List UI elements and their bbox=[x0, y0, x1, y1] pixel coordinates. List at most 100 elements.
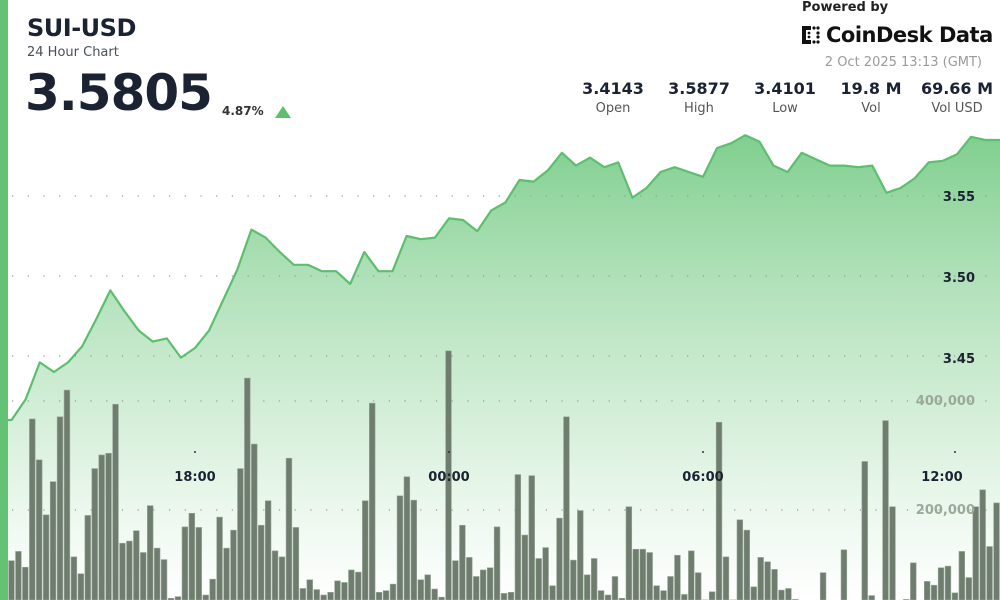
volume-bar bbox=[979, 489, 986, 600]
volume-bar bbox=[473, 576, 480, 600]
coindesk-logo-icon bbox=[802, 26, 820, 44]
volume-bar bbox=[695, 572, 702, 600]
volume-bar bbox=[403, 476, 411, 600]
volume-bar bbox=[417, 579, 424, 600]
time-tick-mark bbox=[448, 451, 450, 453]
current-price: 3.5805 bbox=[25, 64, 213, 122]
volume-bar bbox=[42, 514, 50, 600]
stat-label: High bbox=[684, 101, 714, 116]
price-tick-label: 3.50 bbox=[943, 271, 975, 286]
volume-bar bbox=[611, 576, 619, 600]
pair-title: SUI-USD bbox=[27, 14, 136, 42]
volume-bar bbox=[549, 585, 556, 600]
volume-bar bbox=[556, 517, 563, 600]
volume-bar bbox=[278, 556, 286, 600]
volume-bar bbox=[216, 516, 223, 600]
volume-bar bbox=[202, 594, 209, 600]
coindesk-data-logo: CoinDesk Data bbox=[800, 23, 993, 47]
stat-low: 3.4101 Low bbox=[742, 79, 828, 116]
volume-bar bbox=[313, 589, 320, 600]
volume-bar bbox=[320, 594, 327, 600]
volume-bar bbox=[577, 510, 584, 600]
volume-bar bbox=[757, 557, 764, 600]
volume-bar bbox=[22, 566, 29, 600]
stat-open: 3.4143 Open bbox=[570, 79, 656, 116]
volume-bar bbox=[195, 527, 202, 600]
volume-bar bbox=[348, 569, 355, 600]
volume-bar bbox=[743, 529, 750, 600]
volume-bar bbox=[653, 585, 660, 600]
volume-bar bbox=[153, 547, 161, 600]
stat-value: 19.8 M bbox=[840, 79, 902, 98]
volume-bar bbox=[299, 588, 306, 600]
volume-bar bbox=[923, 581, 931, 600]
volume-bar bbox=[431, 588, 438, 600]
volume-bar bbox=[36, 459, 43, 600]
stats-row: 3.4143 Open 3.5877 High 3.4101 Low 19.8 M Vo… bbox=[570, 79, 1000, 116]
volume-bar bbox=[389, 583, 397, 600]
volume-bar bbox=[528, 475, 535, 600]
volume-bar bbox=[910, 562, 917, 600]
volume-bar bbox=[160, 559, 168, 600]
volume-bar bbox=[223, 547, 230, 600]
volume-bar bbox=[334, 580, 341, 600]
volume-bar bbox=[861, 461, 868, 600]
time-tick-label: 12:00 bbox=[921, 470, 962, 485]
volume-bar bbox=[674, 554, 681, 600]
volume-bar bbox=[105, 453, 112, 600]
price-tick-label: 3.45 bbox=[943, 352, 975, 367]
volume-bar bbox=[965, 577, 972, 600]
stat-label: Open bbox=[595, 101, 631, 116]
stat-value: 3.4143 bbox=[582, 79, 644, 98]
stat-label: Vol bbox=[861, 101, 881, 116]
volume-tick-label: 400,000 bbox=[916, 394, 975, 409]
time-tick-label: 06:00 bbox=[682, 470, 723, 485]
volume-bar bbox=[840, 549, 848, 600]
powered-by-label: Powered by bbox=[802, 0, 889, 15]
volume-bar bbox=[424, 574, 431, 600]
volume-bar bbox=[715, 421, 723, 600]
volume-bar bbox=[764, 561, 771, 600]
volume-bar bbox=[688, 550, 695, 600]
volume-bar bbox=[459, 524, 466, 600]
time-tick-label: 18:00 bbox=[174, 470, 215, 485]
volume-bar bbox=[244, 377, 251, 600]
volume-bar bbox=[625, 506, 633, 600]
volume-bar bbox=[639, 548, 646, 600]
time-tick-mark bbox=[194, 451, 196, 453]
volume-bar bbox=[49, 481, 57, 600]
volume-bar bbox=[84, 515, 91, 600]
stat-label: Low bbox=[772, 101, 798, 116]
price-area-fill bbox=[8, 135, 1000, 600]
stat-value: 3.4101 bbox=[754, 79, 816, 98]
volume-bar bbox=[507, 591, 515, 600]
volume-bar bbox=[396, 495, 404, 600]
stat-value: 3.5877 bbox=[668, 79, 730, 98]
volume-bar bbox=[736, 519, 744, 600]
volume-bar bbox=[375, 591, 383, 600]
volume-bar bbox=[410, 499, 417, 600]
volume-bar bbox=[681, 594, 688, 600]
volume-bar bbox=[264, 500, 272, 600]
volume-bar bbox=[369, 402, 376, 600]
volume-bar bbox=[708, 591, 716, 600]
time-tick-mark bbox=[954, 451, 956, 453]
volume-tick-label: 200,000 bbox=[916, 503, 975, 518]
price-change-percent: 4.87% bbox=[222, 104, 264, 118]
volume-bar bbox=[29, 418, 36, 600]
brand-name: CoinDesk Data bbox=[826, 23, 993, 47]
volume-bar bbox=[271, 550, 279, 600]
volume-bar bbox=[98, 454, 105, 600]
volume-bar bbox=[209, 578, 216, 600]
volume-bar bbox=[993, 502, 1000, 600]
volume-bar bbox=[632, 548, 639, 600]
volume-bar bbox=[882, 420, 889, 600]
volume-bar bbox=[341, 582, 348, 600]
volume-bar bbox=[542, 547, 549, 600]
volume-bar bbox=[91, 468, 98, 600]
volume-bar bbox=[500, 593, 508, 600]
volume-bar bbox=[646, 552, 653, 600]
volume-bar bbox=[958, 551, 966, 600]
chart-subtitle: 24 Hour Chart bbox=[27, 45, 119, 60]
volume-bar bbox=[771, 569, 778, 600]
